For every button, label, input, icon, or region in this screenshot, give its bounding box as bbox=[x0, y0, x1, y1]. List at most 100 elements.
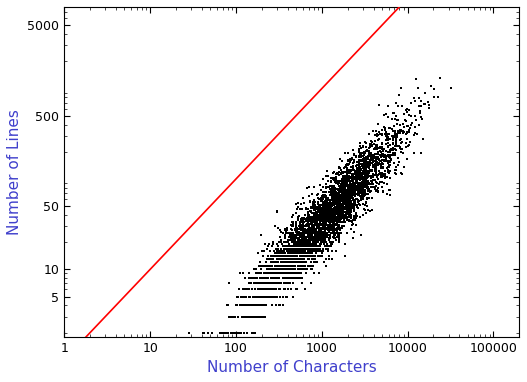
Point bbox=[297, 262, 306, 269]
Point bbox=[370, 158, 378, 164]
Point bbox=[370, 151, 379, 157]
Point bbox=[330, 183, 338, 189]
Point bbox=[259, 286, 268, 293]
Point bbox=[287, 222, 296, 228]
Point bbox=[306, 218, 315, 224]
Point bbox=[290, 266, 299, 272]
Point bbox=[327, 192, 336, 198]
Point bbox=[361, 139, 369, 146]
Point bbox=[350, 204, 358, 210]
Point bbox=[339, 184, 348, 190]
Point bbox=[377, 173, 386, 179]
Point bbox=[282, 230, 290, 236]
Point bbox=[260, 280, 269, 286]
Point bbox=[368, 184, 377, 190]
Point bbox=[369, 181, 377, 188]
Point bbox=[253, 302, 262, 308]
Point bbox=[272, 293, 281, 299]
Point bbox=[333, 217, 341, 223]
Point bbox=[307, 225, 315, 231]
Point bbox=[317, 195, 326, 201]
Point bbox=[313, 243, 321, 249]
Point bbox=[297, 259, 305, 265]
Point bbox=[311, 207, 319, 214]
Point bbox=[277, 253, 286, 259]
Point bbox=[313, 233, 321, 240]
Point bbox=[276, 266, 285, 272]
Point bbox=[291, 243, 300, 249]
Point bbox=[393, 132, 402, 138]
Point bbox=[272, 280, 281, 286]
Point bbox=[281, 253, 290, 259]
Point bbox=[325, 209, 334, 215]
Point bbox=[360, 159, 369, 165]
Point bbox=[415, 122, 423, 128]
Point bbox=[382, 141, 391, 147]
Point bbox=[406, 125, 415, 131]
Point bbox=[318, 218, 326, 224]
Point bbox=[336, 199, 344, 205]
Point bbox=[378, 146, 387, 152]
Point bbox=[278, 262, 287, 269]
Point bbox=[336, 213, 345, 219]
Point bbox=[277, 229, 285, 235]
Point bbox=[327, 226, 335, 232]
Point bbox=[317, 241, 326, 247]
Point bbox=[324, 216, 332, 222]
Point bbox=[255, 314, 263, 320]
Point bbox=[343, 165, 351, 171]
Point bbox=[368, 157, 376, 163]
Point bbox=[279, 270, 287, 277]
Point bbox=[308, 226, 317, 232]
Point bbox=[375, 167, 383, 173]
Point bbox=[310, 237, 318, 243]
Point bbox=[317, 207, 325, 214]
Point bbox=[293, 225, 301, 231]
Point bbox=[318, 217, 327, 223]
Point bbox=[245, 314, 253, 320]
Point bbox=[293, 256, 301, 262]
Point bbox=[319, 211, 327, 217]
Point bbox=[392, 139, 401, 145]
Point bbox=[292, 250, 301, 256]
Point bbox=[358, 171, 367, 177]
Point bbox=[355, 163, 363, 169]
Point bbox=[324, 206, 332, 212]
Point bbox=[372, 146, 380, 152]
Point bbox=[356, 157, 364, 163]
Point bbox=[285, 275, 293, 281]
Point bbox=[356, 183, 364, 189]
Point bbox=[261, 259, 270, 265]
Point bbox=[349, 181, 358, 188]
Point bbox=[294, 259, 302, 265]
Point bbox=[287, 266, 296, 272]
Point bbox=[259, 280, 267, 286]
Point bbox=[271, 270, 280, 277]
Point bbox=[322, 193, 330, 199]
Point bbox=[335, 226, 343, 232]
Point bbox=[373, 133, 382, 139]
Point bbox=[261, 293, 270, 299]
Point bbox=[299, 221, 307, 227]
Point bbox=[320, 189, 329, 195]
Point bbox=[363, 196, 371, 202]
Point bbox=[340, 194, 349, 200]
Point bbox=[261, 286, 270, 293]
Point bbox=[306, 241, 315, 247]
Point bbox=[353, 196, 362, 202]
Point bbox=[347, 173, 355, 180]
Point bbox=[289, 237, 297, 243]
Point bbox=[365, 131, 373, 138]
Point bbox=[315, 237, 324, 243]
Point bbox=[319, 216, 327, 222]
Point bbox=[381, 152, 389, 158]
Point bbox=[330, 206, 339, 212]
Point bbox=[308, 217, 317, 223]
Point bbox=[274, 280, 282, 286]
Point bbox=[302, 230, 310, 236]
Point bbox=[326, 235, 334, 241]
Point bbox=[383, 181, 391, 188]
Point bbox=[341, 195, 350, 201]
Point bbox=[392, 147, 400, 153]
Point bbox=[405, 126, 413, 133]
